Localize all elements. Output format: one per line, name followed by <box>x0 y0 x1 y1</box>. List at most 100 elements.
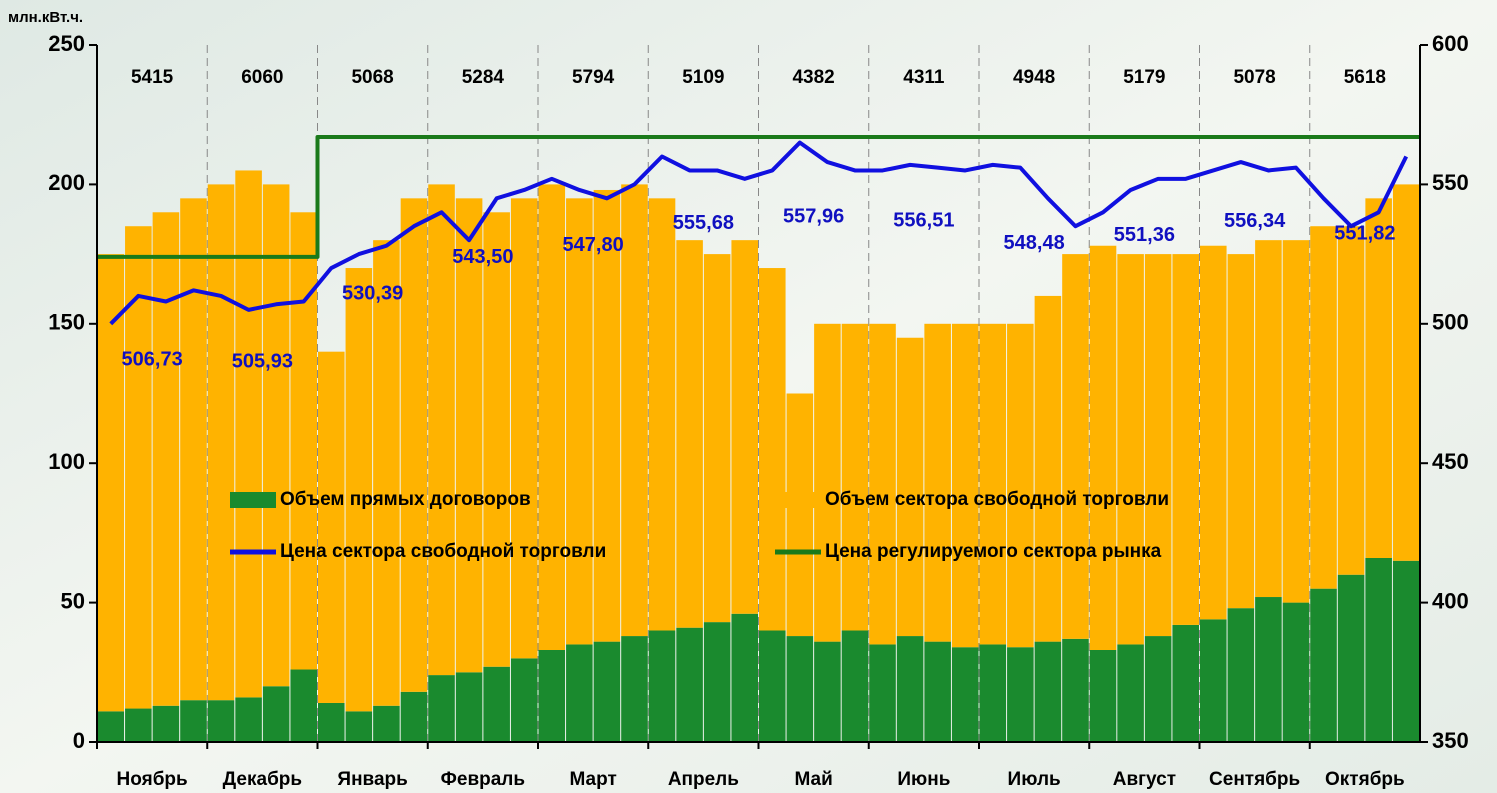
bar <box>1227 608 1255 742</box>
bar <box>593 641 621 742</box>
bar <box>538 184 566 650</box>
y2-tick-label: 600 <box>1432 31 1469 56</box>
bar <box>318 351 345 703</box>
y-tick-label: 100 <box>48 449 85 474</box>
bar <box>979 644 1007 742</box>
bar <box>703 622 731 742</box>
month-price-label: 506,73 <box>122 348 183 370</box>
bar <box>290 669 317 742</box>
bar <box>207 184 235 701</box>
bar <box>1144 254 1172 637</box>
legend-label: Цена сектора свободной торговли <box>280 541 606 562</box>
bar <box>1034 641 1062 742</box>
month-price-label: 547,80 <box>563 234 624 256</box>
month-total: 5618 <box>1344 67 1386 88</box>
bar <box>924 323 951 642</box>
bar <box>979 323 1007 645</box>
price-line <box>109 140 1409 326</box>
month-price-label: 543,50 <box>452 246 513 268</box>
month-total: 5068 <box>351 67 393 88</box>
x-tick-label: Ноябрь <box>117 769 188 790</box>
month-total: 5109 <box>682 67 724 88</box>
bar <box>1310 588 1337 742</box>
bar <box>235 170 262 698</box>
bar <box>1089 245 1117 650</box>
x-tick-label: Январь <box>337 769 407 790</box>
x-tick-label: Октябрь <box>1325 769 1405 790</box>
month-total: 5415 <box>131 67 174 88</box>
x-tick-label: Август <box>1113 769 1176 790</box>
bar <box>1337 226 1365 575</box>
bar <box>345 711 373 742</box>
bar <box>1062 638 1089 742</box>
bar <box>759 268 786 631</box>
bar <box>483 212 510 667</box>
bar <box>510 198 538 659</box>
bar <box>731 613 758 742</box>
bar <box>262 184 290 687</box>
bar <box>621 184 648 637</box>
month-total: 5078 <box>1233 67 1275 88</box>
bar <box>400 198 428 692</box>
y2-tick-label: 550 <box>1432 170 1469 195</box>
bar <box>373 240 400 706</box>
bar <box>345 268 373 712</box>
month-total: 4311 <box>903 67 945 88</box>
bar <box>814 641 841 742</box>
bar <box>786 393 814 637</box>
y2-tick-label: 450 <box>1432 449 1469 474</box>
bar <box>1227 254 1255 609</box>
month-price-label: 556,51 <box>893 210 954 232</box>
y-tick-label: 250 <box>48 31 85 56</box>
y-tick-label: 150 <box>48 310 85 335</box>
legend-label: Объем прямых договоров <box>280 489 531 510</box>
bar <box>951 647 979 742</box>
x-tick-label: Май <box>794 769 832 790</box>
bar <box>1392 560 1420 742</box>
bar <box>400 691 428 742</box>
bar <box>1117 644 1144 742</box>
bar <box>566 644 593 742</box>
bar <box>896 337 924 637</box>
bar <box>1200 245 1227 620</box>
bar <box>373 705 400 742</box>
bar <box>648 198 676 631</box>
month-price-label: 530,39 <box>342 282 403 304</box>
y-tick-label: 50 <box>61 588 85 613</box>
bar <box>538 649 566 742</box>
bar <box>841 323 869 631</box>
x-tick-label: Апрель <box>668 769 739 790</box>
bar <box>1007 323 1034 648</box>
bar <box>262 686 290 742</box>
bar <box>814 323 841 642</box>
bar <box>428 184 455 676</box>
bar <box>1172 254 1199 625</box>
bar <box>97 711 125 742</box>
bar <box>869 644 896 742</box>
bar <box>1337 574 1365 742</box>
bar <box>97 254 125 712</box>
bar <box>318 702 345 742</box>
bar <box>1282 240 1310 603</box>
bar <box>152 705 180 742</box>
x-tick-label: Декабрь <box>223 769 302 790</box>
bar <box>676 627 703 742</box>
bar <box>207 700 235 742</box>
bar <box>1365 557 1392 742</box>
legend-swatch <box>775 492 821 508</box>
month-price-label: 557,96 <box>783 205 844 227</box>
month-total: 5284 <box>462 67 505 88</box>
legend-label: Объем сектора свободной торговли <box>825 489 1169 510</box>
bar <box>731 240 758 614</box>
month-price-label: 551,82 <box>1334 223 1395 245</box>
bar <box>1365 198 1392 558</box>
bar <box>648 630 676 742</box>
bar <box>290 212 317 670</box>
month-total: 6060 <box>241 67 283 88</box>
bar <box>235 697 262 742</box>
x-tick-label: Март <box>569 769 616 790</box>
y-tick-label: 0 <box>73 728 85 753</box>
bar <box>1034 295 1062 642</box>
x-tick-label: Июль <box>1008 769 1061 790</box>
